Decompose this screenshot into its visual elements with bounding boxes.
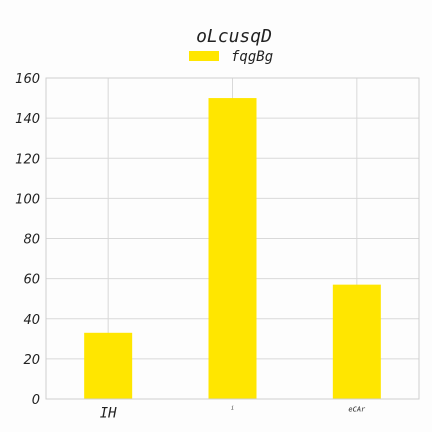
y-tick-label: 40 xyxy=(23,313,40,328)
x-tick-label: eCAr xyxy=(348,405,366,413)
y-tick-label: 120 xyxy=(15,152,40,167)
legend: fqgBg xyxy=(189,49,273,65)
y-tick-label: 0 xyxy=(32,393,40,408)
bar xyxy=(84,333,132,399)
x-tick-label: i xyxy=(231,406,234,412)
y-tick-label: 60 xyxy=(23,273,40,288)
bar xyxy=(333,285,381,399)
y-tick-label: 140 xyxy=(15,112,40,127)
y-tick-label: 20 xyxy=(23,353,40,368)
x-tick-label: IH xyxy=(100,406,117,422)
y-tick-label: 80 xyxy=(23,233,40,248)
y-tick-label: 160 xyxy=(15,72,40,87)
legend-swatch xyxy=(189,51,219,61)
chart-title: oLcusqD xyxy=(196,26,272,47)
y-tick-label: 100 xyxy=(15,192,40,207)
bar xyxy=(209,98,257,399)
legend-label: fqgBg xyxy=(231,49,273,65)
